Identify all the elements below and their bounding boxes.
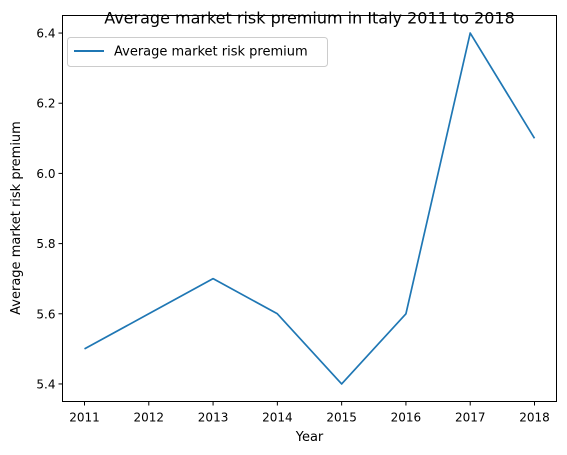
plot-frame xyxy=(62,15,557,402)
x-axis-label: Year xyxy=(295,430,324,445)
legend-box xyxy=(67,37,328,67)
x-tick-label: 2016 xyxy=(391,411,422,425)
y-tick-label: 5.4 xyxy=(36,377,55,391)
series-line-0 xyxy=(84,32,536,385)
x-axis: 2011 2012 2013 2014 2015 2016 2017 2018 xyxy=(69,401,550,425)
x-tick-label: 2013 xyxy=(198,411,229,425)
x-tick-label: 2018 xyxy=(519,411,550,425)
series-lines xyxy=(84,32,536,385)
y-tick-label: 6.4 xyxy=(36,27,55,41)
x-tick-label: 2012 xyxy=(134,411,165,425)
x-tick-label: 2014 xyxy=(262,411,293,425)
x-tick-label: 2017 xyxy=(455,411,486,425)
y-tick-label: 5.6 xyxy=(36,307,55,321)
y-tick-label: 6.0 xyxy=(36,167,55,181)
legend: Average market risk premium xyxy=(67,37,328,67)
y-axis-label: Average market risk premium xyxy=(9,121,24,315)
chart-title: Average market risk premium in Italy 201… xyxy=(104,9,515,28)
legend-label: Average market risk premium xyxy=(114,45,308,60)
y-tick-label: 6.2 xyxy=(36,97,55,111)
y-axis: 5.4 5.6 5.8 6.0 6.2 6.4 xyxy=(36,27,63,391)
x-tick-label: 2011 xyxy=(69,411,100,425)
y-tick-label: 5.8 xyxy=(36,237,55,251)
x-tick-label: 2015 xyxy=(326,411,357,425)
